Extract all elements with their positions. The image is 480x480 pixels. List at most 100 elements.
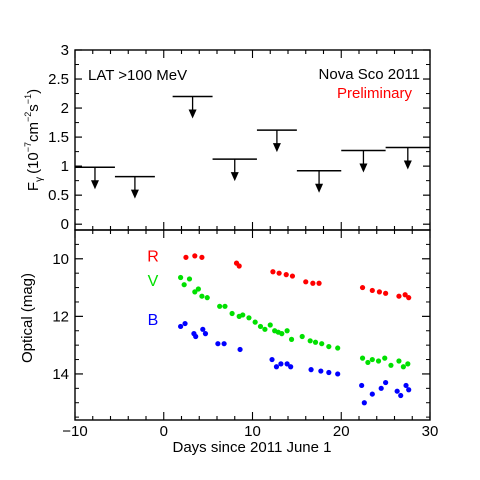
data-point-V [186, 276, 193, 282]
bottom-plot-frame [74, 229, 431, 421]
data-point-V [299, 333, 305, 340]
data-point-V [388, 362, 394, 368]
data-point-R [283, 272, 289, 278]
data-point-R [270, 269, 276, 275]
upper-limit-arrow [272, 143, 281, 153]
bottom-x-tick-label: 20 [333, 423, 350, 440]
upper-limit-arrow [230, 172, 239, 182]
data-point-V [365, 359, 371, 366]
data-point-V [369, 356, 375, 363]
data-point-B [394, 388, 400, 394]
data-point-V [319, 341, 325, 347]
data-point-B [318, 368, 324, 374]
top-y-label-units-d: ) [25, 89, 42, 94]
data-point-V [229, 310, 235, 317]
data-point-B [221, 341, 227, 347]
data-point-V [262, 326, 268, 332]
data-point-V [279, 331, 285, 337]
bottom-x-tick-label: 10 [244, 423, 261, 440]
top-y-label-units-a: (10 [25, 152, 42, 174]
upper-limit-arrow [130, 189, 139, 199]
band-label-B: B [148, 312, 159, 329]
top-y-label-units-c: s [25, 104, 42, 112]
data-point-B [369, 391, 375, 397]
bottom-y-tick-label: 14 [52, 366, 69, 383]
top-y-label-main: F [25, 182, 42, 191]
data-point-B [178, 323, 184, 330]
bottom-y-axis-label: Optical (mag) [19, 273, 36, 363]
data-point-R [303, 279, 309, 285]
data-point-B [383, 379, 389, 386]
data-point-R [289, 273, 296, 279]
data-point-V [288, 336, 295, 342]
bottom-x-tick-label: 0 [160, 423, 168, 440]
data-point-V [252, 319, 258, 325]
data-point-R [369, 287, 375, 294]
data-point-B [308, 367, 314, 373]
data-point-R [310, 280, 316, 286]
data-point-V [335, 345, 341, 351]
top-y-axis-label: Fγ (10−7cm−2s−1) [23, 89, 45, 191]
data-point-B [278, 361, 284, 367]
top-y-tick-label: 0.5 [48, 187, 69, 204]
data-point-B [200, 326, 206, 332]
data-point-B [193, 333, 199, 340]
top-y-label-exp-c: −1 [23, 94, 33, 104]
upper-limit-arrow [90, 180, 99, 190]
data-point-V [375, 358, 382, 364]
data-point-V [181, 282, 187, 288]
data-point-V [257, 323, 264, 330]
data-point-R [316, 280, 322, 286]
data-point-V [178, 274, 184, 281]
data-point-R [376, 289, 383, 295]
data-point-B [288, 364, 294, 370]
data-point-B [237, 346, 243, 353]
data-point-B [269, 356, 275, 363]
bottom-y-ticks: 10 12 14 [52, 243, 430, 418]
preliminary-label: Preliminary [337, 85, 413, 102]
top-y-label-sub: γ [34, 177, 45, 182]
upper-limit-arrow [359, 163, 368, 173]
top-y-label-exp-b: −2 [23, 112, 33, 122]
data-point-V [359, 355, 366, 361]
top-y-label-exp-a: −7 [23, 142, 33, 152]
bottom-y-tick-label: 12 [52, 308, 69, 325]
data-point-B [398, 392, 404, 399]
data-point-V [267, 322, 273, 328]
bottom-x-ticks: −10 0 10 20 30 [62, 230, 438, 440]
band-labels: RV B [147, 249, 159, 329]
data-point-R [396, 293, 402, 299]
bottom-panel: 10 12 14 −10 0 10 20 30 RV B Optical (mag) Days… [19, 229, 438, 456]
data-point-V [195, 286, 201, 292]
bottom-y-tick-label: 10 [52, 251, 69, 268]
top-y-tick-label: 2.5 [48, 71, 69, 88]
data-point-B [406, 387, 412, 393]
data-point-V [240, 312, 246, 318]
data-point-R [199, 254, 205, 260]
upper-limit-arrow [315, 183, 324, 193]
data-point-B [403, 382, 409, 389]
data-point-V [326, 343, 332, 350]
data-point-V [400, 364, 406, 370]
data-point-V [192, 289, 198, 295]
data-point-B [359, 382, 365, 389]
band-label-V: V [148, 273, 159, 290]
top-y-tick-label: 0 [61, 216, 69, 233]
top-y-tick-label: 2 [61, 100, 69, 117]
data-point-V [217, 303, 223, 309]
data-point-B [182, 320, 188, 327]
data-point-B [335, 371, 341, 377]
top-y-ticks: 0 0.5 1 1.5 2 2.5 3 [48, 42, 430, 233]
data-point-R [276, 270, 282, 276]
data-point-V [204, 295, 210, 301]
upper-limit-arrow [403, 160, 412, 170]
data-point-R [359, 284, 366, 291]
data-point-B [378, 385, 384, 391]
band-label-R: R [147, 249, 159, 266]
data-point-V [396, 358, 402, 364]
data-point-B [284, 361, 290, 367]
data-point-V [199, 293, 205, 299]
data-point-R [183, 254, 189, 260]
data-point-B [326, 369, 332, 376]
